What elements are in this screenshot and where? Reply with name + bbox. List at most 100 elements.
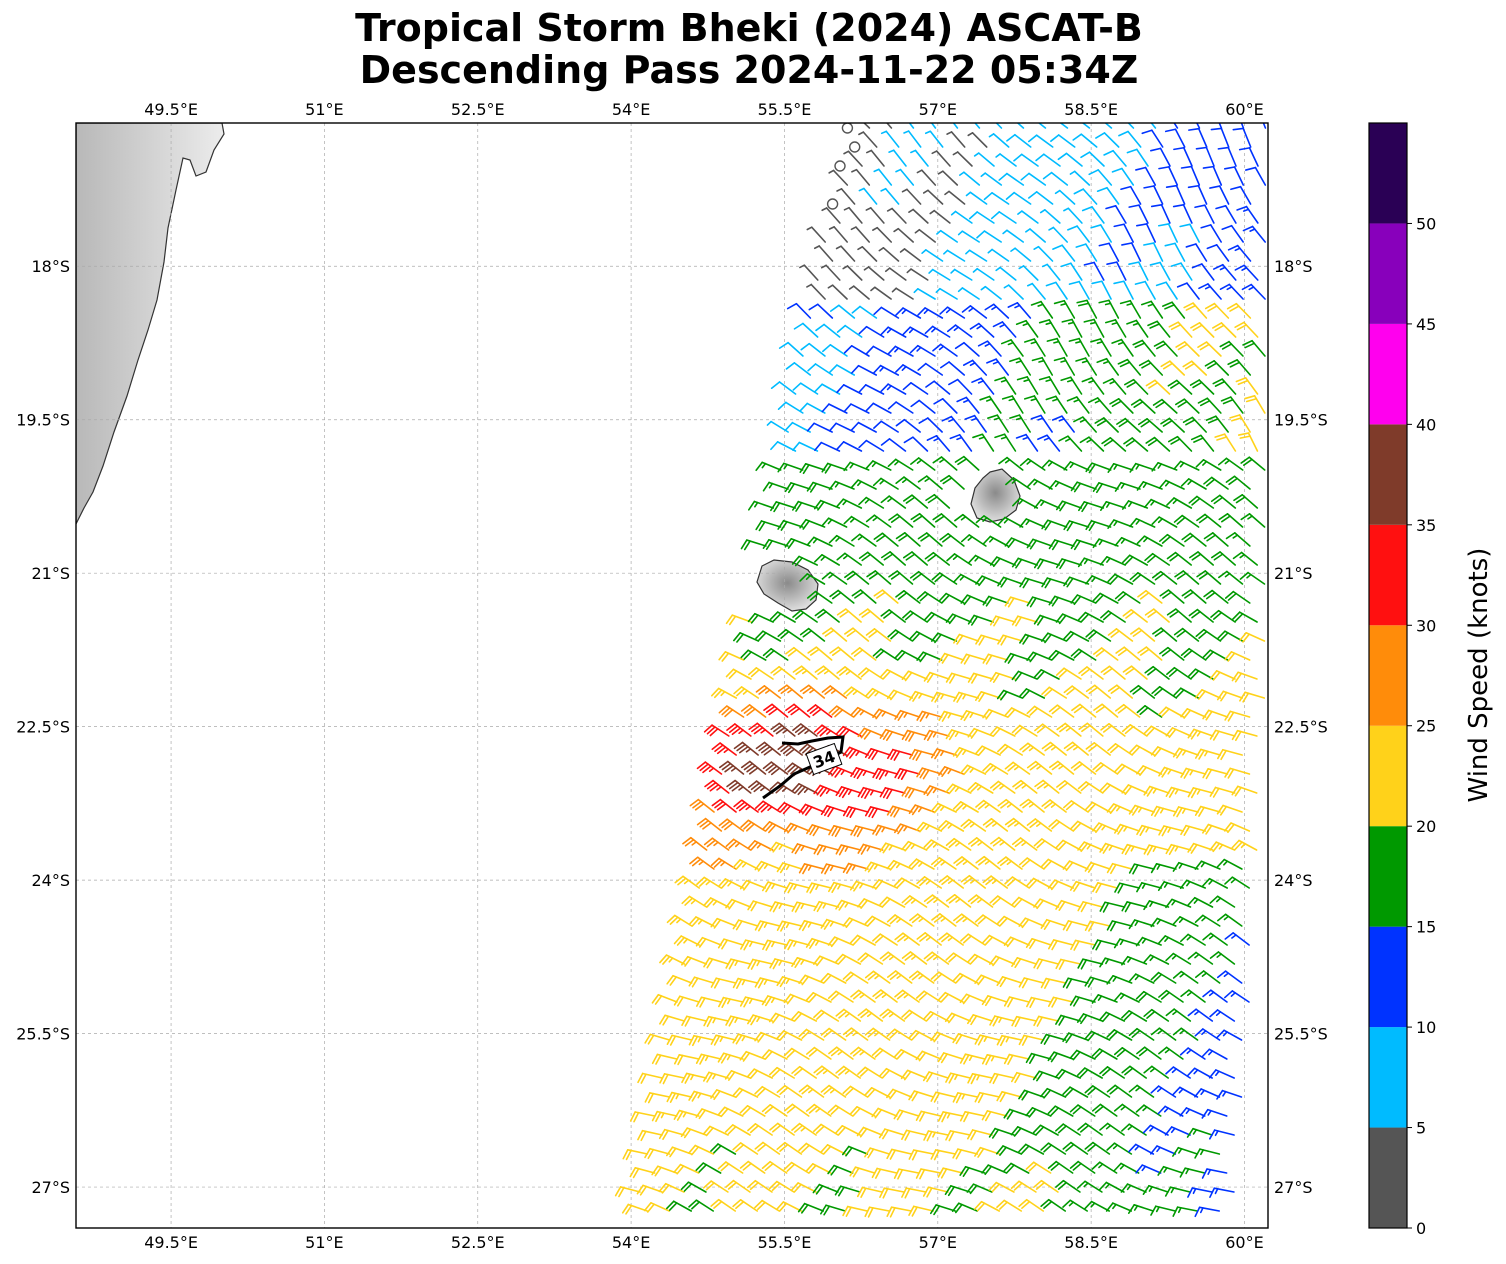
wind-barb [828, 765, 855, 778]
wind-barb [792, 500, 819, 512]
wind-barb [836, 324, 863, 338]
wind-barb [1136, 765, 1163, 776]
wind-barb [1103, 149, 1127, 167]
wind-barb [1198, 283, 1222, 300]
wind-barb [1231, 611, 1258, 623]
wind-barb [1011, 557, 1038, 569]
lat-tick-label-right: 19.5°S [1274, 411, 1328, 430]
wind-barb [747, 900, 774, 912]
wind-barb [1223, 166, 1245, 186]
wind-barb [1227, 359, 1252, 376]
wind-barb [1019, 577, 1046, 589]
wind-barb [866, 570, 892, 585]
wind-barb [1205, 415, 1229, 433]
wind-barb [1018, 688, 1046, 699]
wind-barb [1173, 687, 1200, 699]
wind-barb [784, 482, 811, 494]
wind-barb [1203, 476, 1229, 490]
chart-title-line-2: Descending Pass 2024-11-22 05:34Z [360, 48, 1139, 92]
wind-barb [871, 879, 899, 890]
wind-barb [1019, 518, 1046, 528]
wind-barb [1194, 805, 1221, 817]
colorbar: 0 5 10 15 20 25 30 35 40 45 50 Wind Speed (knots) [1368, 122, 1494, 1238]
wind-barb [908, 123, 915, 129]
wind-barb [1015, 433, 1039, 452]
wind-barb [791, 957, 818, 969]
wind-barb [835, 498, 863, 509]
wind-barb [1143, 844, 1170, 856]
wind-barb [786, 302, 812, 319]
wind-barb [1159, 646, 1185, 661]
wind-barb [843, 515, 870, 528]
wind-barb [1126, 319, 1149, 338]
wind-barb [1114, 763, 1141, 775]
wind-barb [953, 913, 979, 927]
wind-barb [1085, 462, 1112, 474]
wind-barb [916, 876, 943, 889]
map-background [76, 123, 1268, 1228]
wind-barb [835, 245, 856, 262]
wind-barb [726, 779, 752, 794]
wind-barb [972, 267, 995, 281]
wind-barb [1098, 242, 1120, 262]
wind-barb [1059, 123, 1069, 129]
wind-barb [1019, 742, 1045, 756]
wind-barb [1180, 933, 1206, 946]
lat-tick-label-left: 27°S [31, 1178, 70, 1197]
wind-barb [967, 132, 988, 148]
wind-barb [1173, 146, 1193, 167]
wind-barb [1055, 500, 1083, 512]
wind-barb [1066, 396, 1090, 414]
wind-barb [1187, 951, 1214, 965]
wind-barb [962, 359, 988, 376]
wind-barb [851, 305, 878, 319]
wind-barb [935, 287, 958, 300]
wind-barb [718, 760, 745, 775]
wind-barb [1187, 184, 1208, 205]
wind-barb [989, 615, 1016, 627]
wind-barb [755, 520, 782, 532]
wind-barb [1212, 378, 1237, 395]
wind-barb [733, 686, 760, 699]
wind-barb [1100, 665, 1126, 680]
wind-barb [1124, 378, 1149, 395]
wind-barb [842, 805, 869, 819]
wind-barb [1079, 436, 1105, 452]
wind-barb [989, 556, 1017, 568]
wind-barb [733, 632, 760, 643]
wind-barb [1070, 939, 1096, 951]
wind-barb [1147, 320, 1171, 338]
wind-barb [1035, 153, 1061, 167]
wind-barb [961, 305, 988, 319]
wind-barb [990, 211, 1017, 224]
wind-barb [1180, 708, 1207, 719]
wind-barb [937, 991, 964, 1003]
wind-barb [918, 417, 943, 433]
wind-barb [1106, 261, 1127, 281]
wind-barb [857, 246, 878, 262]
wind-barb [1136, 535, 1163, 547]
wind-barb [827, 990, 854, 1003]
wind-barb [1085, 575, 1112, 585]
wind-barb [1166, 497, 1193, 509]
colorbar-tick-label: 5 [1416, 1119, 1426, 1138]
wind-barb [930, 856, 957, 870]
wind-barb [1115, 646, 1141, 661]
wind-barb [1130, 398, 1156, 414]
wind-barb [1216, 804, 1243, 816]
wind-barb [740, 539, 767, 551]
wind-barb [1033, 245, 1054, 262]
wind-barb [1160, 360, 1186, 376]
wind-barb [755, 461, 782, 472]
wind-barb [798, 863, 825, 875]
wind-barb [873, 168, 893, 186]
wind-barb [851, 533, 877, 547]
wind-barb [1179, 879, 1207, 890]
wind-barb [893, 877, 921, 889]
wind-barb [1083, 318, 1105, 338]
wind-barb [1004, 707, 1031, 718]
wind-barb [1127, 123, 1135, 129]
wind-barb [888, 149, 907, 167]
wind-barb [1027, 191, 1054, 205]
wind-barb [1239, 691, 1266, 703]
